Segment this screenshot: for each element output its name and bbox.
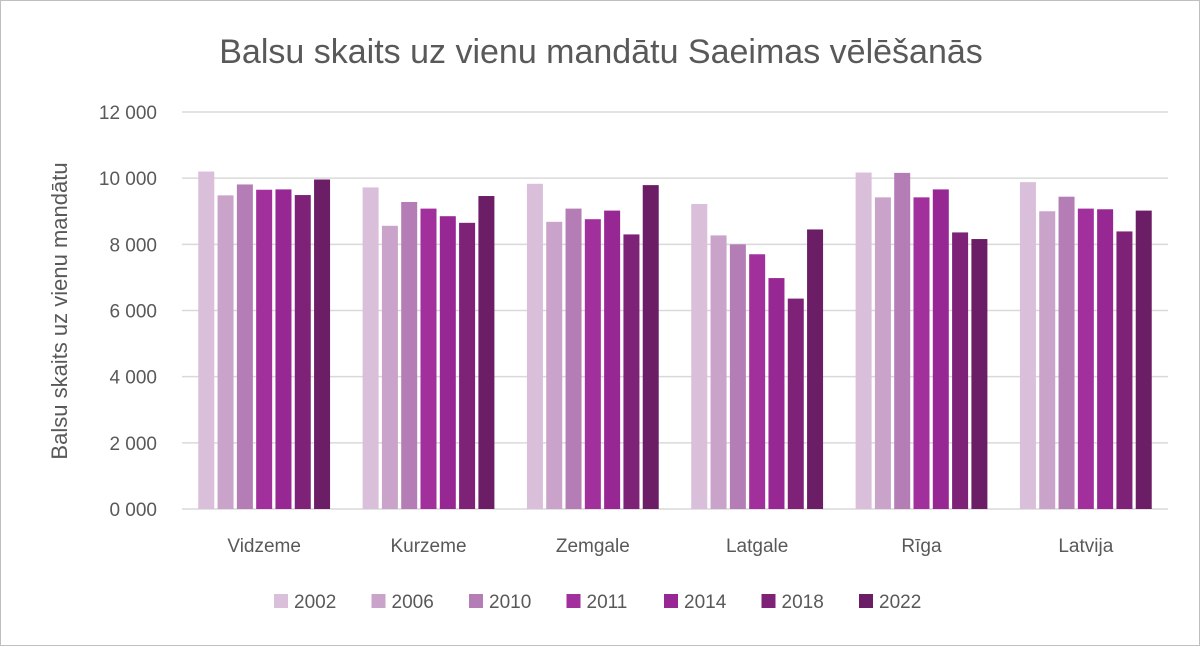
bar-latgale-2018	[787, 298, 804, 509]
legend-swatch	[371, 594, 386, 608]
legend-swatch	[274, 594, 288, 608]
bar-latvija-2006	[1039, 211, 1056, 509]
bar-vidzeme-2010	[236, 184, 253, 509]
bar-zemgale-2011	[584, 219, 601, 509]
bar-kurzeme-2011	[420, 208, 437, 509]
legend-label: 2002	[294, 592, 336, 613]
legend-label: 2010	[489, 592, 531, 613]
bar-latgale-2006	[710, 235, 727, 510]
legend-swatch	[761, 594, 776, 608]
bar-kurzeme-2022	[478, 196, 495, 509]
bar-zemgale-2018	[623, 234, 640, 510]
bar-vidzeme-2014	[275, 189, 292, 510]
legend-label: 2014	[684, 592, 727, 613]
legend-label: 2022	[879, 592, 921, 613]
y-tick-label: 10 000	[99, 169, 157, 190]
bar-rga-2010	[894, 172, 911, 509]
bar-zemgale-2022	[642, 185, 659, 509]
chart-title: Balsu skaits uz vienu mandātu Saeimas vē…	[219, 33, 983, 71]
legend-label: 2018	[782, 592, 824, 613]
bar-kurzeme-2014	[439, 216, 456, 509]
y-tick-label: 2 000	[109, 434, 157, 455]
bar-zemgale-2014	[604, 210, 621, 510]
category-label: Latgale	[726, 536, 788, 557]
bar-vidzeme-2022	[314, 179, 331, 510]
category-label: Zemgale	[556, 536, 630, 557]
bar-latvija-2002	[1019, 182, 1036, 510]
bar-latgale-2002	[691, 203, 708, 509]
category-label: Latvija	[1058, 536, 1113, 557]
bar-kurzeme-2002	[362, 187, 379, 509]
grid-lines	[182, 111, 1168, 510]
bar-latvija-2022	[1135, 210, 1152, 510]
bar-vidzeme-2018	[294, 195, 311, 509]
category-labels: Vidzeme Kurzeme Zemgale Latgale Rīga Latvija	[227, 536, 1113, 557]
y-tick-label: 6 000	[109, 302, 157, 323]
y-axis-label: Balsu skaits uz vienu mandātu	[47, 162, 72, 459]
category-label: Rīga	[901, 536, 942, 557]
bar-rga-2014	[932, 189, 949, 510]
bar-vidzeme-2006	[217, 195, 234, 509]
y-tick-label: 8 000	[109, 235, 157, 256]
y-tick-label: 12 000	[99, 103, 157, 124]
bar-vidzeme-2011	[256, 189, 273, 509]
y-tick-label: 4 000	[109, 368, 157, 389]
legend-swatch	[566, 594, 581, 608]
bar-rga-2022	[971, 239, 988, 510]
legend: 2002 2006 2010 2011 2014 2018 2022	[274, 592, 921, 613]
y-tick-labels: 0 000 2 000 4 000 6 000 8 000 10 000 12 000	[99, 103, 157, 521]
bar-zemgale-2006	[546, 221, 563, 509]
bar-latvija-2011	[1077, 208, 1094, 509]
bar-kurzeme-2010	[401, 201, 418, 509]
bar-latgale-2014	[768, 278, 785, 509]
bar-rga-2011	[913, 197, 930, 510]
bar-vidzeme-2002	[198, 171, 215, 510]
legend-swatch	[469, 594, 483, 608]
bar-latgale-2010	[729, 244, 746, 510]
bar-rga-2002	[855, 172, 872, 510]
bar-latvija-2014	[1097, 209, 1114, 509]
legend-label: 2011	[587, 592, 628, 613]
bar-rga-2018	[952, 232, 969, 509]
legend-swatch	[664, 594, 678, 608]
bar-latvija-2010	[1058, 196, 1075, 509]
legend-swatch	[859, 594, 873, 608]
y-tick-label: 0 000	[109, 500, 157, 521]
bar-kurzeme-2018	[459, 222, 476, 509]
category-label: Vidzeme	[227, 536, 301, 557]
legend-label: 2006	[392, 592, 434, 613]
bar-zemgale-2010	[565, 208, 582, 509]
bar-kurzeme-2006	[381, 225, 398, 509]
bar-rga-2006	[874, 197, 891, 510]
bar-latgale-2022	[807, 229, 824, 509]
bars	[198, 171, 1152, 510]
bar-zemgale-2002	[526, 183, 543, 509]
category-label: Kurzeme	[390, 536, 466, 557]
bar-latvija-2018	[1116, 231, 1133, 509]
bar-latgale-2011	[749, 254, 766, 509]
